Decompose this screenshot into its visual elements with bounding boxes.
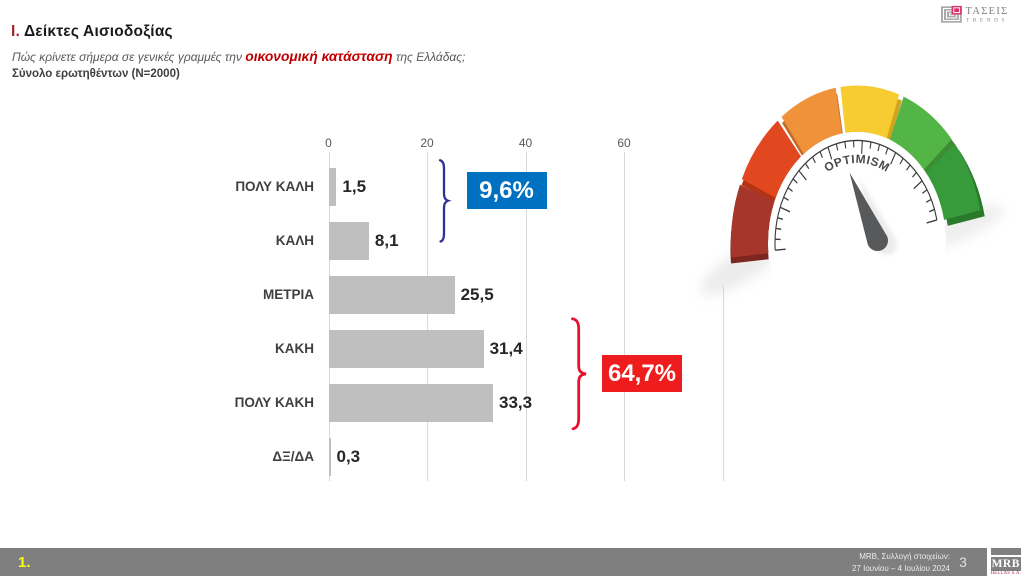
svg-text:TRENDS: TRENDS [966,18,1008,24]
svg-text:OPTIMISM: OPTIMISM [822,152,893,175]
svg-text:ΤΑΣΕΙΣ: ΤΑΣΕΙΣ [966,6,1009,17]
